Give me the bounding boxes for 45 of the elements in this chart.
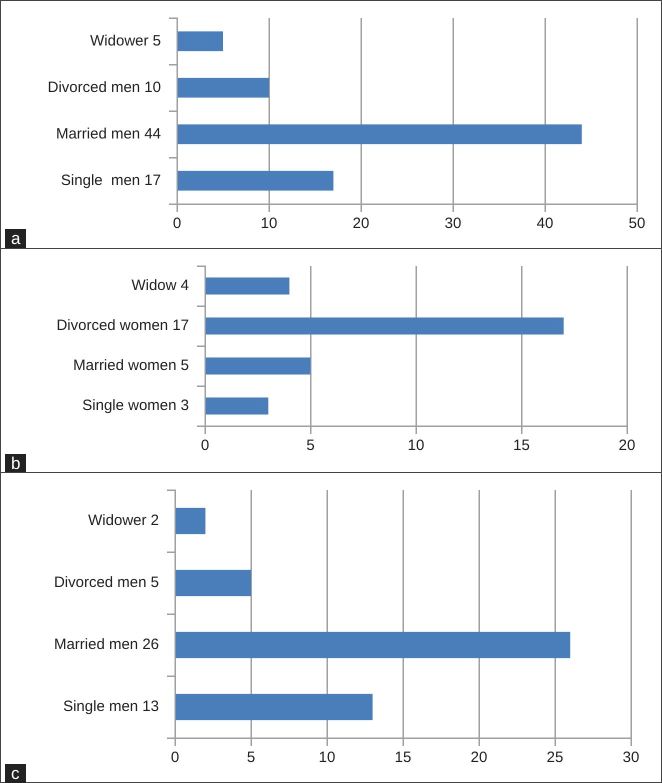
text: c (5, 764, 26, 783)
bar (176, 694, 373, 720)
x-tick-label: 20 (618, 437, 636, 454)
bar (178, 124, 582, 144)
x-tick-label: 50 (628, 215, 646, 232)
y-tick-label: Divorced men 10 (48, 78, 161, 96)
x-tick-label: 0 (200, 437, 210, 454)
y-tick-label: Married men 44 (56, 125, 161, 142)
x-tick-label: 10 (318, 749, 336, 766)
x-tick-label: 20 (470, 749, 488, 766)
bar (176, 632, 570, 658)
bar (178, 31, 223, 52)
y-tick-label: Divorced women 17 (56, 317, 189, 334)
y-tick-label: Single men 17 (60, 172, 161, 189)
y-tick-label: Widower 2 (88, 512, 159, 530)
x-tick-label: 30 (444, 215, 462, 232)
bar (178, 78, 269, 98)
x-tick-label: 0 (170, 749, 180, 766)
text: a (5, 229, 26, 248)
x-tick-label: 25 (546, 749, 564, 766)
bar (206, 358, 310, 374)
x-tick-label: 5 (246, 749, 256, 766)
x-tick-label: 10 (408, 437, 424, 454)
y-tick-label: Single men 13 (63, 698, 159, 716)
x-tick-label: 5 (306, 437, 315, 454)
bar (176, 570, 251, 596)
x-tick-label: 40 (536, 215, 554, 232)
y-tick-label: Single women 3 (82, 397, 189, 414)
y-tick-label: Married men 26 (54, 636, 159, 654)
x-tick-label: 30 (622, 749, 640, 766)
y-tick-label: Widow 4 (131, 277, 189, 294)
x-tick-label: 15 (394, 749, 412, 766)
y-tick-label: Married women 5 (73, 357, 189, 374)
x-tick-label: 0 (172, 215, 182, 232)
bar (206, 318, 564, 334)
bar (206, 398, 268, 414)
y-tick-label: Widower 5 (90, 32, 161, 50)
bar (206, 278, 290, 294)
y-tick-label: Divorced men 5 (54, 574, 159, 592)
bar (176, 508, 206, 534)
text: b (5, 454, 26, 473)
x-tick-label: 20 (352, 215, 370, 232)
bar (178, 170, 334, 191)
x-tick-label: 10 (260, 215, 278, 232)
x-tick-label: 15 (513, 437, 530, 454)
